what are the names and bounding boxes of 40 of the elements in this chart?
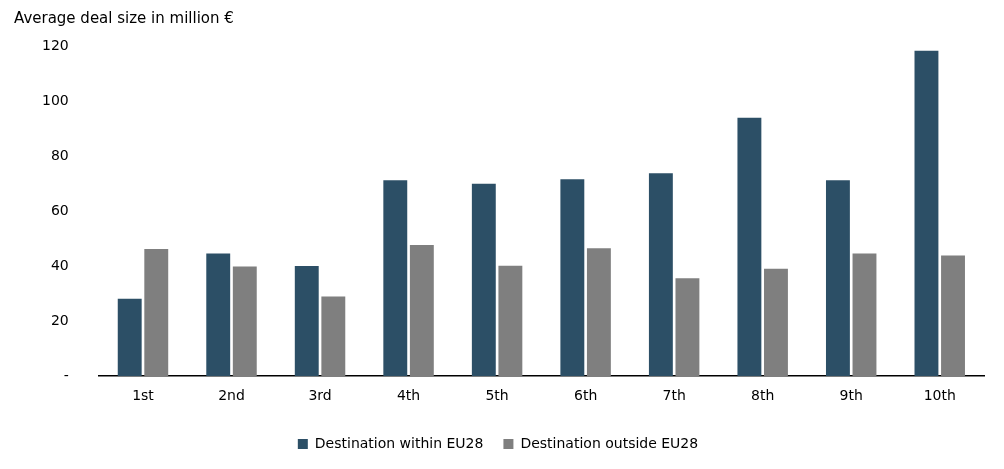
- x-tick-label: 4th: [396, 387, 421, 404]
- x-tick-label: 7th: [662, 387, 686, 404]
- bar: [232, 266, 257, 377]
- x-tick-label: 2nd: [218, 387, 245, 404]
- bar: [144, 248, 169, 377]
- y-axis-title: Average deal size in million €: [14, 9, 234, 28]
- x-tick-label: 5th: [485, 387, 509, 404]
- bar: [648, 173, 673, 377]
- x-tick-label: 6th: [573, 387, 598, 404]
- bar: [498, 265, 523, 377]
- bar: [321, 296, 346, 377]
- x-tick-label: 1st: [132, 387, 155, 404]
- y-tick-label: 80: [50, 146, 69, 163]
- bar: [560, 179, 585, 377]
- y-tick-label: -: [63, 366, 69, 383]
- legend-label: Destination within EU28: [314, 434, 484, 451]
- bar: [825, 180, 850, 377]
- x-tick-label: 10th: [923, 387, 956, 404]
- x-tick-label: 3rd: [308, 387, 332, 404]
- y-tick-label: 60: [50, 201, 69, 218]
- x-tick-label: 8th: [751, 387, 775, 404]
- bar: [852, 253, 877, 377]
- bar: [383, 180, 408, 377]
- bar: [206, 253, 231, 377]
- bar: [941, 255, 965, 377]
- y-tick-label: 100: [41, 92, 69, 109]
- bar: [764, 268, 788, 377]
- y-tick-label: 120: [41, 37, 69, 54]
- bar: [914, 50, 939, 377]
- bar: [737, 117, 762, 377]
- legend-label: Destination outside EU28: [520, 434, 699, 451]
- bar: [586, 248, 611, 377]
- bar: [117, 298, 142, 377]
- bar: [409, 245, 434, 377]
- bar: [675, 278, 700, 377]
- y-tick-label: 40: [50, 256, 69, 273]
- bar: [294, 265, 319, 377]
- y-tick-label: 20: [50, 311, 69, 328]
- bar: [471, 183, 496, 377]
- x-tick-label: 9th: [839, 387, 863, 404]
